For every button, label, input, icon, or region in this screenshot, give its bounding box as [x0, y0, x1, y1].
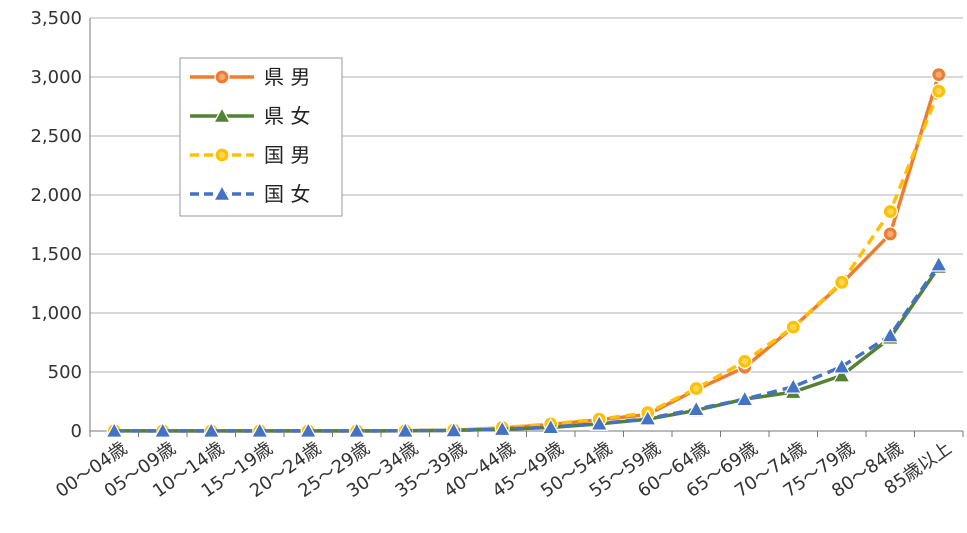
legend-box [179, 57, 343, 217]
legend-entry: 県 男 [190, 65, 310, 89]
data-point [882, 226, 898, 242]
data-point [396, 421, 415, 438]
data-point [834, 274, 850, 290]
data-point [832, 366, 851, 383]
data-point [735, 389, 754, 407]
data-point [785, 319, 801, 335]
legend-marker [212, 106, 232, 124]
data-point-highlight [935, 71, 942, 78]
y-axis: 0 500 1,000 1,500 2,000 2,500 3,000 3,500 [30, 8, 82, 442]
y-tick-label: 2,000 [30, 185, 82, 206]
data-point [931, 83, 947, 99]
data-point [250, 421, 269, 438]
data-point [541, 417, 560, 435]
x-axis: 00～04歳05～09歳10～14歳15～19歳20～24歳25～29歳30～3… [52, 431, 964, 502]
data-point [687, 399, 706, 417]
data-point [493, 419, 512, 437]
data-point-highlight [790, 323, 797, 331]
data-point [784, 377, 803, 394]
legend-marker [212, 184, 232, 201]
data-point [105, 421, 124, 438]
legend-marker [214, 147, 230, 163]
legend-marker [214, 69, 230, 85]
data-point-highlight [838, 279, 845, 286]
series-1 [105, 257, 948, 438]
data-point-highlight [741, 358, 748, 365]
data-point [590, 414, 609, 431]
legend-entry: 国 男 [190, 143, 310, 167]
y-tick-label: 3,500 [30, 8, 82, 29]
y-tick-label: 2,500 [30, 126, 82, 147]
data-point-highlight [887, 208, 894, 215]
legend-marker-highlight [218, 151, 226, 159]
data-point [202, 421, 221, 438]
legend-entry: 県 女 [190, 104, 310, 128]
data-point [638, 409, 657, 426]
y-tick-label: 1,000 [30, 303, 82, 324]
data-point-highlight [693, 385, 700, 392]
y-tick-label: 0 [71, 421, 82, 442]
series-line [114, 263, 941, 433]
legend: 県 男県 女国 男国 女 [179, 57, 343, 217]
data-point-highlight [887, 230, 894, 238]
data-point [931, 67, 947, 83]
legend-label: 県 男 [264, 65, 310, 89]
y-tick-label: 1,500 [30, 244, 82, 265]
data-point [882, 203, 898, 220]
data-point [299, 421, 318, 438]
data-point [737, 353, 753, 369]
series-line [114, 265, 941, 433]
y-tick-label: 500 [48, 362, 82, 383]
data-point [881, 326, 900, 343]
legend-entry: 国 女 [190, 182, 310, 206]
legend-label: 国 男 [264, 143, 310, 167]
legend-marker-highlight [218, 73, 226, 81]
data-point [153, 421, 172, 438]
series-3 [105, 255, 948, 438]
series-layer [105, 67, 948, 439]
data-point-highlight [935, 87, 942, 95]
data-point [929, 255, 948, 272]
data-point [832, 357, 851, 374]
data-point [688, 380, 704, 397]
data-point [444, 421, 463, 438]
data-point [347, 421, 366, 438]
y-tick-label: 3,000 [30, 67, 82, 88]
legend-label: 県 女 [264, 104, 310, 128]
legend-label: 国 女 [264, 182, 310, 206]
